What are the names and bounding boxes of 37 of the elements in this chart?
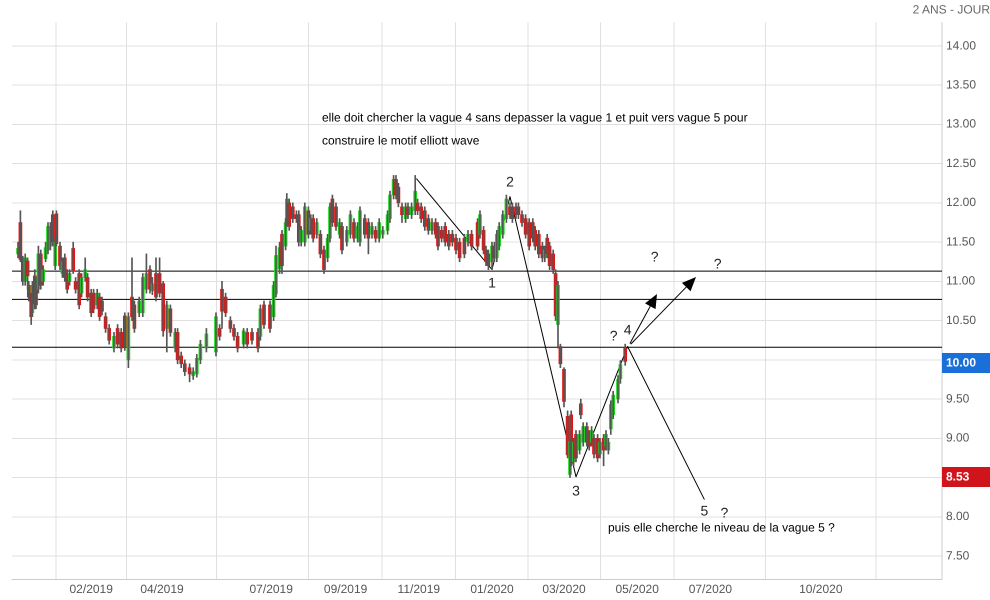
annotation: ?: [714, 255, 722, 272]
chart-subtitle: 2 ANS - JOUR: [912, 2, 990, 17]
annotation: 1: [488, 274, 496, 290]
y-tick-label: 9.00: [946, 430, 970, 445]
annotation: ?: [610, 327, 618, 344]
x-tick-label: 07/2020: [688, 582, 732, 596]
x-tick-label: 10/2020: [799, 582, 843, 596]
y-tick-label: 13.50: [946, 77, 976, 92]
y-tick-label: 11.50: [946, 234, 976, 248]
text: 10.00: [946, 355, 976, 370]
annotation: 4: [624, 321, 632, 338]
x-tick-label: 03/2020: [542, 582, 586, 596]
annotation: 2: [506, 173, 514, 190]
x-tick-label: 02/2019: [70, 582, 114, 596]
y-tick-label: 9.50: [946, 391, 970, 406]
y-tick-label: 10.50: [946, 312, 976, 327]
annotation: ?: [720, 504, 728, 520]
annotation: puis elle cherche le niveau de la vague 5 ?: [608, 520, 836, 534]
text: 8.53: [946, 469, 970, 484]
y-tick-label: 13.00: [946, 116, 976, 131]
y-tick-label: 12.50: [946, 156, 976, 170]
y-tick-label: 12.00: [946, 195, 976, 210]
x-tick-label: 07/2019: [250, 582, 294, 596]
x-tick-label: 05/2020: [616, 582, 660, 596]
annotation: elle doit chercher la vague 4 sans depasser la vague 1 et puit vers vague 5 pour: [322, 110, 748, 124]
annotation: ?: [650, 248, 659, 264]
annotation: construire le motif elliott wave: [322, 133, 480, 148]
x-tick-label: 04/2019: [140, 582, 184, 596]
annotation: 3: [572, 482, 580, 499]
y-tick-label: 14.00: [946, 38, 976, 52]
x-tick-label: 09/2019: [324, 582, 368, 596]
y-tick-label: 11.00: [946, 274, 976, 288]
annotation: 5: [700, 502, 708, 518]
x-tick-label: 01/2020: [470, 582, 514, 596]
x-tick-label: 11/2019: [398, 582, 440, 596]
y-tick-label: 8.00: [946, 509, 970, 524]
y-tick-label: 7.50: [946, 548, 970, 562]
